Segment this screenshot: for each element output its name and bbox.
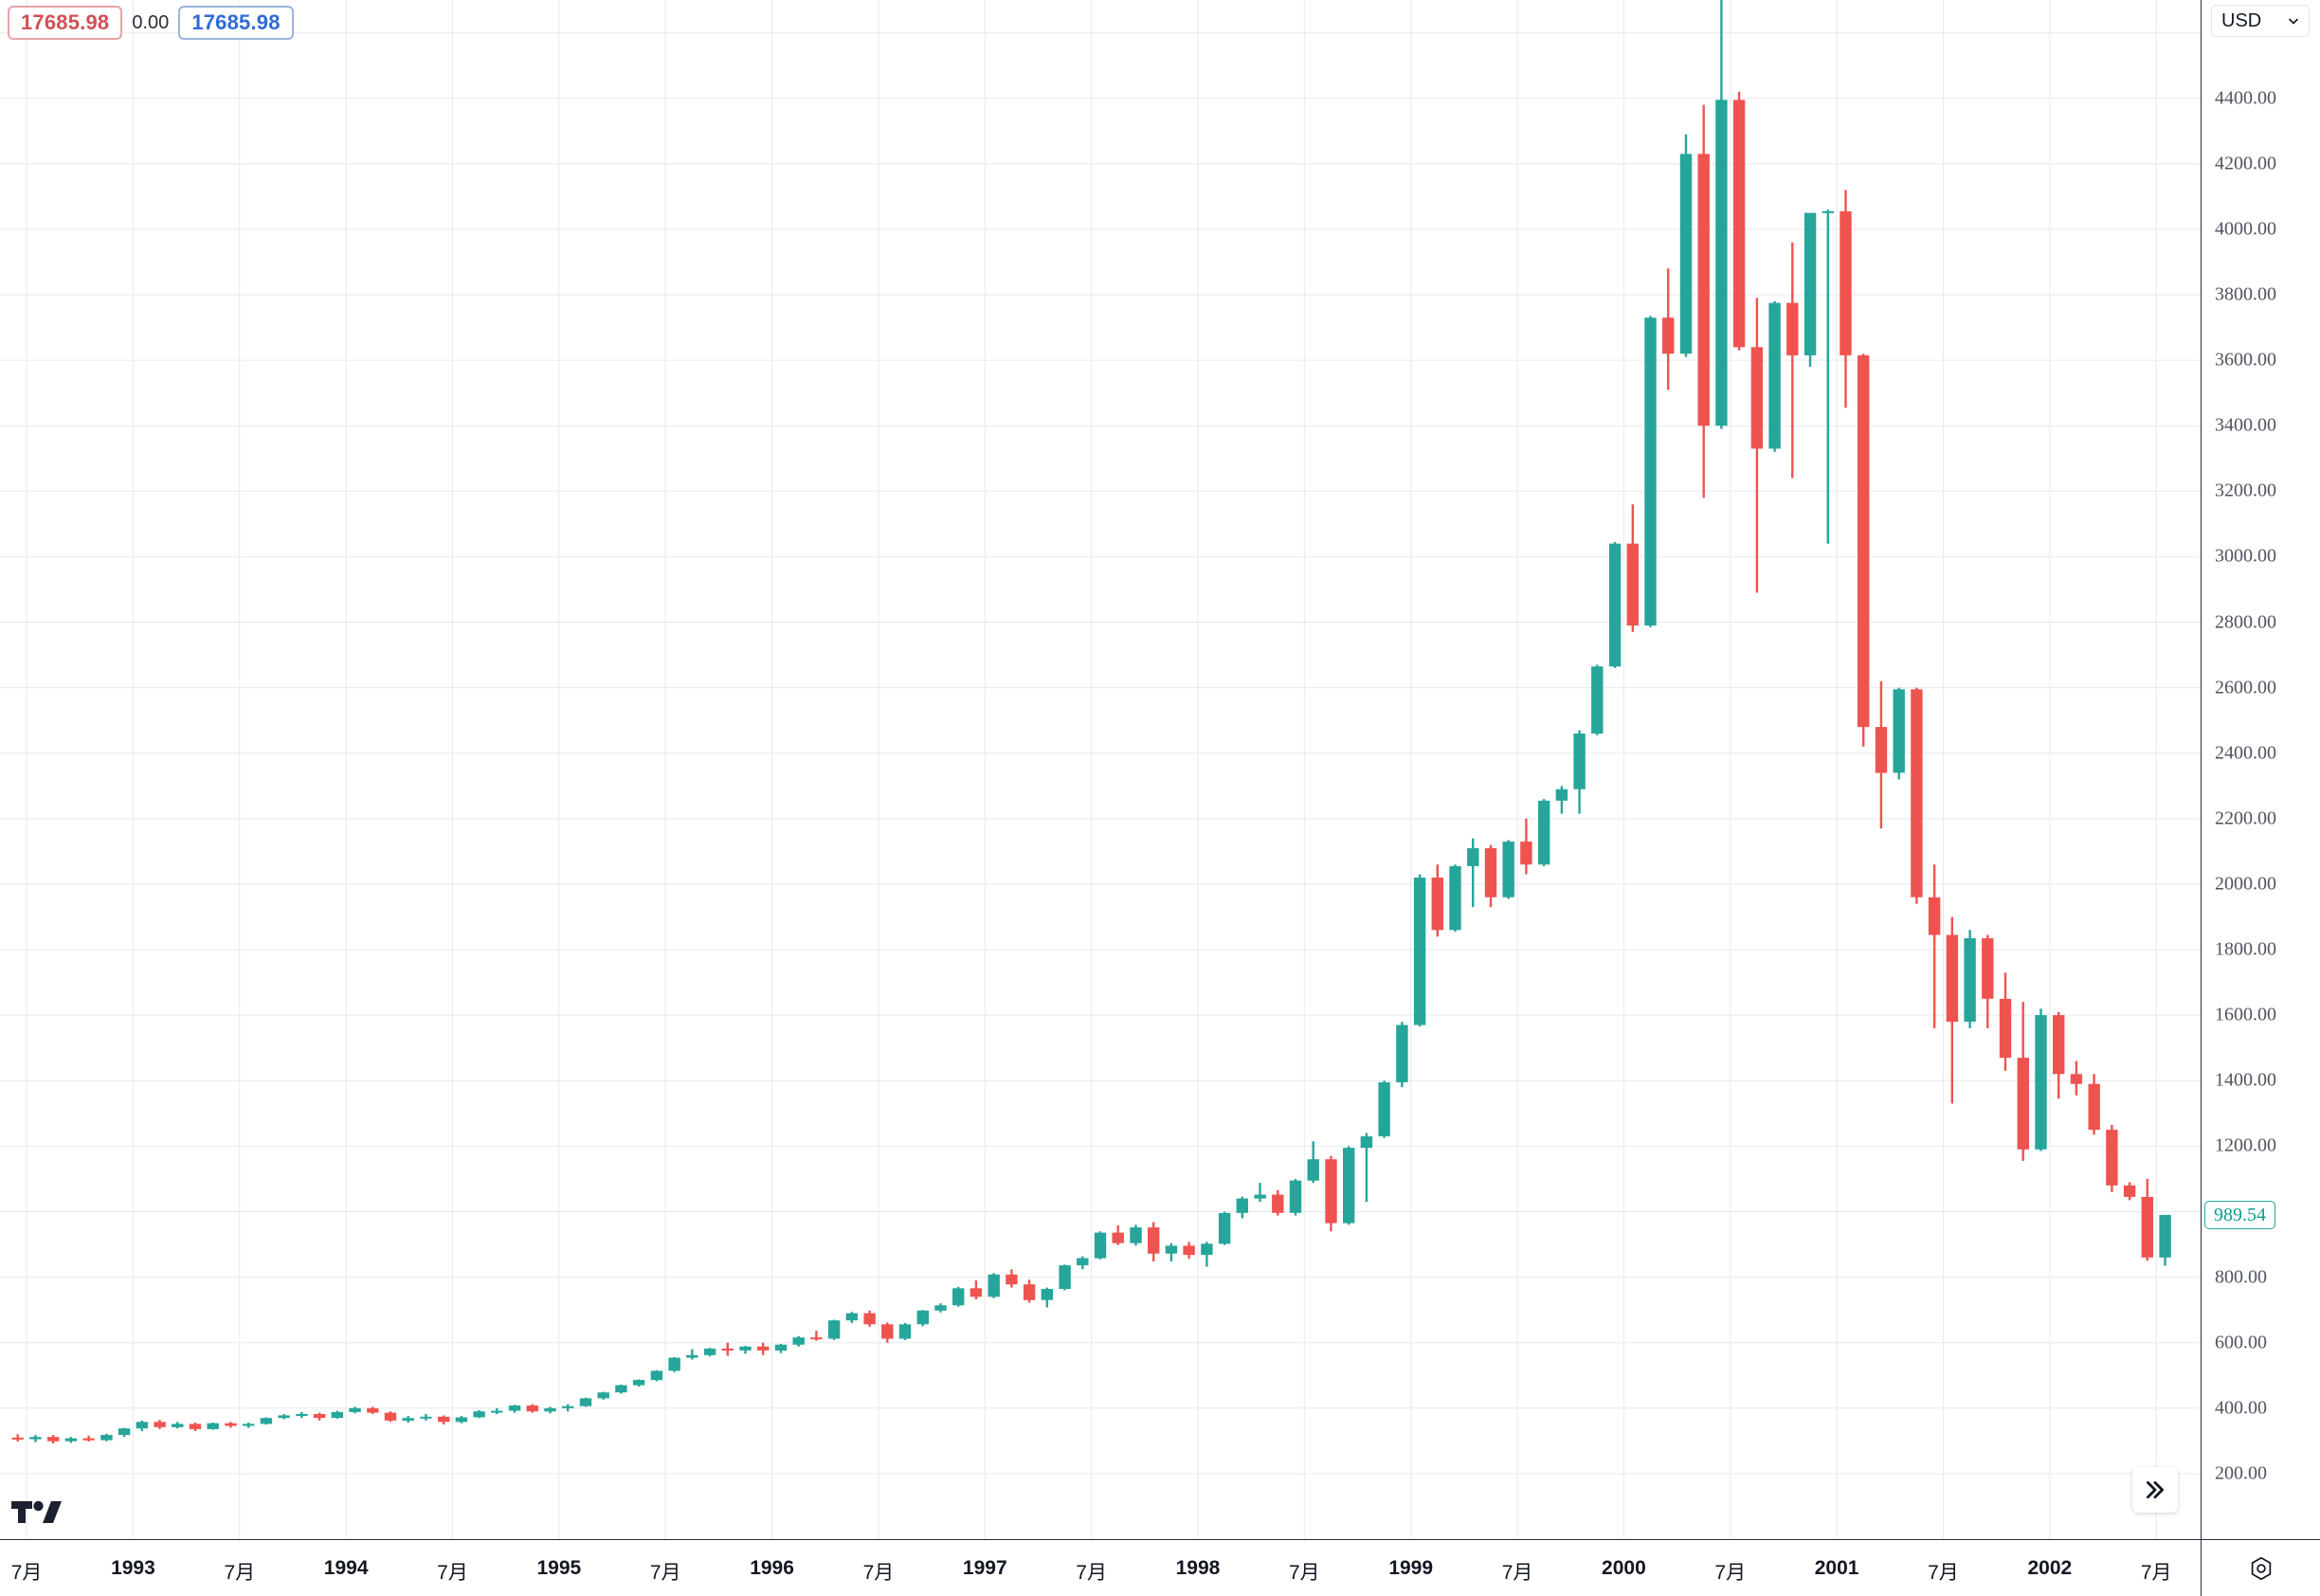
- tradingview-logo-icon[interactable]: [11, 1499, 63, 1532]
- time-tick-month: 7月: [224, 1562, 256, 1584]
- candlestick-series: [11, 0, 2171, 1444]
- time-tick-month: 7月: [2140, 1562, 2172, 1584]
- price-tick-label: 400.00: [2215, 1397, 2267, 1419]
- time-tick-month: 7月: [437, 1562, 468, 1584]
- time-tick-year: 1994: [323, 1557, 369, 1579]
- time-tick-year: 2000: [1602, 1557, 1646, 1579]
- time-tick-month: 7月: [10, 1562, 43, 1584]
- time-tick-month: 7月: [1289, 1562, 1320, 1584]
- time-tick-month: 7月: [1076, 1562, 1107, 1584]
- price-tick-label: 4000.00: [2215, 218, 2276, 240]
- price-tick-label: 800.00: [2215, 1266, 2267, 1288]
- time-tick-month: 7月: [1928, 1562, 1959, 1584]
- last-price-badge[interactable]: 989.54: [2204, 1201, 2275, 1230]
- time-tick-year: 1998: [1175, 1557, 1221, 1579]
- time-tick-year: 1993: [111, 1557, 155, 1579]
- price-tick-label: 1600.00: [2215, 1004, 2276, 1025]
- price-tick-label: 2400.00: [2215, 742, 2276, 764]
- chart-plot-area[interactable]: [0, 0, 2201, 1539]
- last-value-badge[interactable]: 17685.98: [178, 6, 294, 41]
- price-axis[interactable]: USD 4400.00 4200.00 4000.00 3800.00 3600.00 3…: [2201, 0, 2320, 1539]
- price-tick-label: 4200.00: [2215, 153, 2276, 174]
- price-tick-label: 3400.00: [2215, 414, 2276, 436]
- chart-gridlines: [0, 0, 2201, 1539]
- time-tick-year: 2002: [2027, 1557, 2073, 1579]
- change-value-badge[interactable]: 17685.98: [8, 6, 123, 41]
- price-tick-label: 1800.00: [2215, 938, 2276, 960]
- time-tick-month: 7月: [862, 1562, 895, 1584]
- price-tick-label: 3000.00: [2215, 545, 2276, 567]
- time-tick-month: 7月: [649, 1562, 681, 1584]
- currency-selector[interactable]: USD: [2211, 5, 2310, 37]
- price-tick-label: 2000.00: [2215, 873, 2276, 895]
- price-tick-label: 1200.00: [2215, 1134, 2276, 1156]
- time-tick-year: 1996: [750, 1557, 794, 1579]
- chart-settings-corner[interactable]: [2201, 1539, 2320, 1596]
- time-tick-year: 1999: [1388, 1557, 1434, 1579]
- crosshair-target-icon: [2251, 1556, 2271, 1580]
- price-tick-label: 4400.00: [2215, 87, 2276, 109]
- price-tick-label: 2200.00: [2215, 807, 2276, 829]
- price-tick-label: 3600.00: [2215, 349, 2276, 371]
- time-tick-year: 1997: [962, 1557, 1007, 1579]
- currency-label: USD: [2221, 9, 2262, 31]
- time-tick-year: 2001: [1814, 1557, 1859, 1579]
- chart-legend: 17685.98 0.00 17685.98: [8, 6, 294, 41]
- chevron-down-icon: [2289, 18, 2298, 25]
- price-tick-label: 200.00: [2215, 1462, 2267, 1484]
- scroll-to-realtime-button[interactable]: [2132, 1467, 2178, 1513]
- price-tick-label: 3800.00: [2215, 283, 2276, 305]
- price-tick-label: 2800.00: [2215, 611, 2276, 632]
- time-tick-month: 7月: [1714, 1562, 1747, 1584]
- time-tick-year: 1995: [536, 1557, 582, 1579]
- price-tick-label: 2600.00: [2215, 677, 2276, 698]
- price-tick-label: 600.00: [2215, 1332, 2267, 1353]
- price-tick-label: 3200.00: [2215, 480, 2276, 501]
- time-axis[interactable]: 7月 1993 7月 1994 7月 1995 7月 1996 7月 1997 7月 1998 7月 19…: [0, 1539, 2201, 1596]
- change-percent-label: 0.00: [132, 11, 170, 33]
- price-tick-label: 1400.00: [2215, 1069, 2276, 1091]
- time-tick-month: 7月: [1501, 1562, 1533, 1584]
- double-chevron-right-icon: [2147, 1481, 2164, 1498]
